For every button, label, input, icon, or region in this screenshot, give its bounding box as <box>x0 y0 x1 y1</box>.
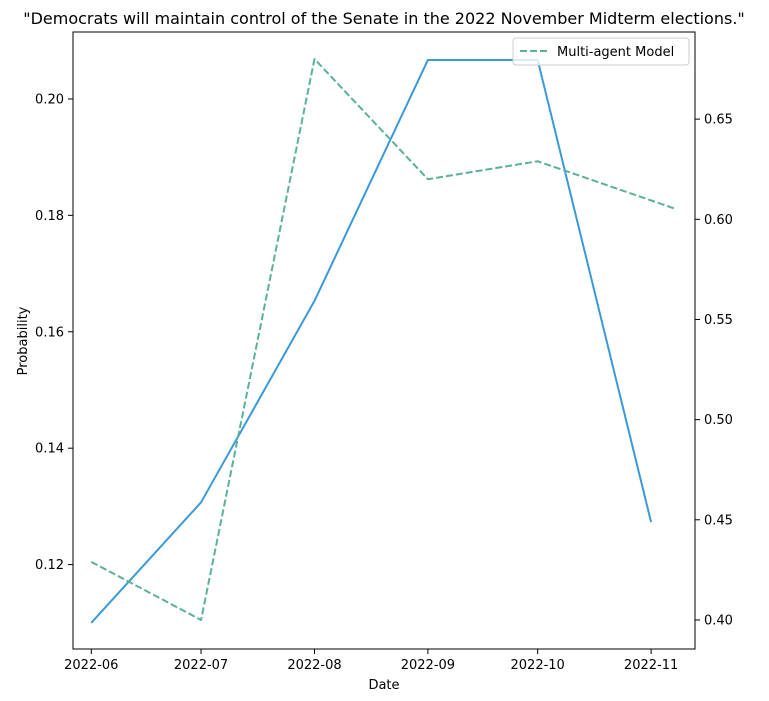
x-tick-label: 2022-07 <box>174 658 228 673</box>
y2-tick-label: 0.65 <box>704 113 733 128</box>
x-axis-title: Date <box>368 678 399 693</box>
axes-layer: 2022-06 2022-07 2022-08 2022-09 2022-10 2022-… <box>35 92 733 673</box>
y-tick-label: 0.18 <box>35 209 64 224</box>
legend-box <box>512 37 690 66</box>
chart-title: "Democrats will maintain control of the … <box>23 9 745 28</box>
y2-tick-label: 0.60 <box>704 213 733 228</box>
series-layer <box>90 58 678 624</box>
x-tick-label: 2022-08 <box>287 658 341 673</box>
y2-tick-label: 0.55 <box>704 313 733 328</box>
x-tick-label: 2022-09 <box>401 658 455 673</box>
x-tick-label: 2022-10 <box>511 658 565 673</box>
y-tick-label: 0.20 <box>35 92 64 107</box>
y2-tick-label: 0.50 <box>704 413 733 428</box>
y-tick-label: 0.16 <box>35 325 64 340</box>
series-line-multi-agent-model <box>90 58 678 621</box>
plot-frame <box>72 31 696 650</box>
y-tick-label: 0.12 <box>35 558 64 573</box>
legend: Multi-agent Model <box>512 37 690 66</box>
y2-tick-label: 0.45 <box>704 513 733 528</box>
y2-tick-label: 0.40 <box>704 613 733 628</box>
legend-label: Multi-agent Model <box>557 45 674 60</box>
series-line-solid <box>90 58 653 624</box>
y-axis-title: Probability <box>16 306 31 375</box>
x-tick-label: 2022-06 <box>64 658 118 673</box>
y-tick-label: 0.14 <box>35 442 64 457</box>
x-tick-label: 2022-11 <box>624 658 678 673</box>
